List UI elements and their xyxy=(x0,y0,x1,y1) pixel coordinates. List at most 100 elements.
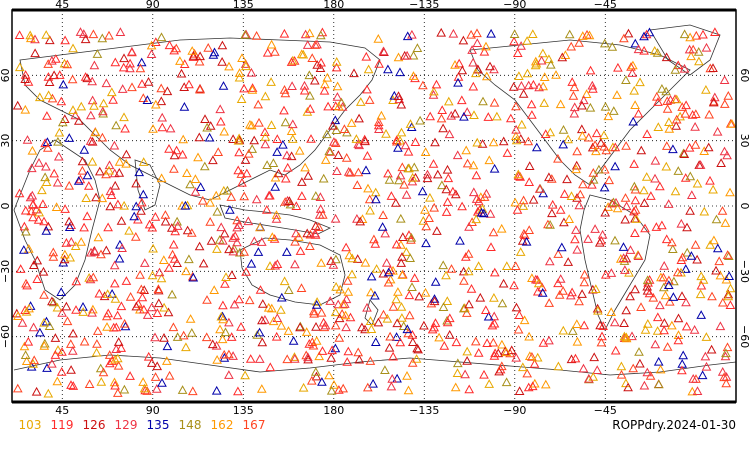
observation-marker xyxy=(150,99,161,109)
observation-marker xyxy=(362,382,373,392)
observation-marker xyxy=(95,363,106,373)
observation-marker xyxy=(489,292,499,302)
observation-marker xyxy=(711,214,722,224)
observation-marker xyxy=(628,363,639,373)
observation-marker xyxy=(461,308,472,317)
observation-marker xyxy=(168,322,179,332)
observation-marker xyxy=(228,351,238,360)
observation-marker xyxy=(209,285,220,294)
observation-marker xyxy=(48,297,59,307)
observation-marker xyxy=(723,251,734,260)
observation-marker xyxy=(578,179,588,189)
observation-marker xyxy=(513,169,524,179)
observation-marker xyxy=(171,43,182,53)
observation-marker xyxy=(599,38,610,48)
observation-marker xyxy=(537,287,548,297)
observation-marker xyxy=(547,199,558,209)
observation-marker xyxy=(195,182,206,191)
observation-marker xyxy=(655,364,666,374)
observation-marker xyxy=(322,72,333,82)
observation-marker xyxy=(85,136,96,145)
observation-marker xyxy=(563,134,573,144)
observation-marker xyxy=(300,162,310,172)
observation-marker xyxy=(353,139,364,148)
observation-marker xyxy=(662,104,673,113)
observation-marker xyxy=(360,324,370,334)
observation-marker xyxy=(170,226,181,236)
observation-marker xyxy=(699,206,710,216)
observation-marker xyxy=(41,30,52,39)
observation-marker xyxy=(720,218,731,227)
observation-marker xyxy=(610,345,621,355)
top-tick-label: 180 xyxy=(323,0,344,11)
observation-marker xyxy=(139,285,150,294)
observation-marker xyxy=(206,236,217,245)
observation-marker xyxy=(254,327,265,337)
left-tick-label: 30 xyxy=(0,134,12,148)
observation-marker xyxy=(220,279,230,288)
observation-marker xyxy=(486,28,496,38)
observation-marker xyxy=(113,199,123,209)
observation-marker xyxy=(553,361,564,371)
right-tick-label: 60 xyxy=(738,68,750,82)
observation-marker xyxy=(228,246,239,256)
observation-marker xyxy=(582,29,592,39)
observation-marker xyxy=(37,185,47,195)
observation-marker xyxy=(48,247,59,257)
observation-marker xyxy=(630,284,640,294)
observation-marker xyxy=(438,123,448,133)
observation-marker xyxy=(67,346,78,355)
right-tick-label: −30 xyxy=(738,260,750,283)
bottom-tick-label: 180 xyxy=(323,404,344,417)
bottom-tick-labels: 45 90 135 180 −135 −90 −45 xyxy=(55,404,617,417)
observation-marker xyxy=(162,341,173,351)
observation-marker xyxy=(312,60,323,69)
observation-marker xyxy=(588,174,599,184)
observation-marker xyxy=(50,54,61,63)
observation-marker xyxy=(119,384,130,394)
observation-marker xyxy=(162,86,173,96)
observation-marker xyxy=(284,196,295,205)
observation-marker xyxy=(271,331,282,341)
observation-marker xyxy=(342,275,353,285)
observation-marker xyxy=(154,267,165,277)
observation-marker xyxy=(383,277,394,287)
observation-marker xyxy=(81,193,92,202)
observation-marker xyxy=(90,127,101,137)
observation-marker xyxy=(489,64,499,74)
observation-marker xyxy=(572,146,582,156)
observation-marker xyxy=(50,350,61,359)
observation-marker xyxy=(425,192,435,202)
observation-marker xyxy=(91,347,102,357)
observation-marker xyxy=(653,356,664,366)
observation-marker xyxy=(300,29,311,39)
observation-marker xyxy=(613,62,623,72)
observation-marker xyxy=(557,52,568,62)
observation-marker xyxy=(489,267,500,277)
observation-marker xyxy=(299,85,310,95)
observation-marker xyxy=(260,314,270,324)
observation-marker xyxy=(98,108,109,118)
observation-marker xyxy=(38,266,49,276)
observation-marker xyxy=(147,222,158,232)
observation-marker xyxy=(97,193,108,203)
observation-marker xyxy=(585,65,596,75)
observation-marker xyxy=(287,119,298,129)
observation-marker xyxy=(147,270,158,280)
observation-marker xyxy=(566,41,577,51)
observation-marker xyxy=(150,37,161,46)
observation-marker xyxy=(138,157,149,166)
observation-marker xyxy=(325,296,336,305)
observation-marker xyxy=(146,40,157,50)
observation-marker xyxy=(538,337,549,347)
observation-marker xyxy=(282,354,293,364)
observation-marker xyxy=(577,289,587,298)
observation-marker xyxy=(165,123,176,133)
observation-marker xyxy=(452,358,463,368)
observation-marker xyxy=(306,375,317,385)
observation-marker xyxy=(246,258,257,268)
observation-marker xyxy=(234,147,244,157)
observation-marker xyxy=(571,160,582,170)
observation-marker xyxy=(717,206,728,215)
